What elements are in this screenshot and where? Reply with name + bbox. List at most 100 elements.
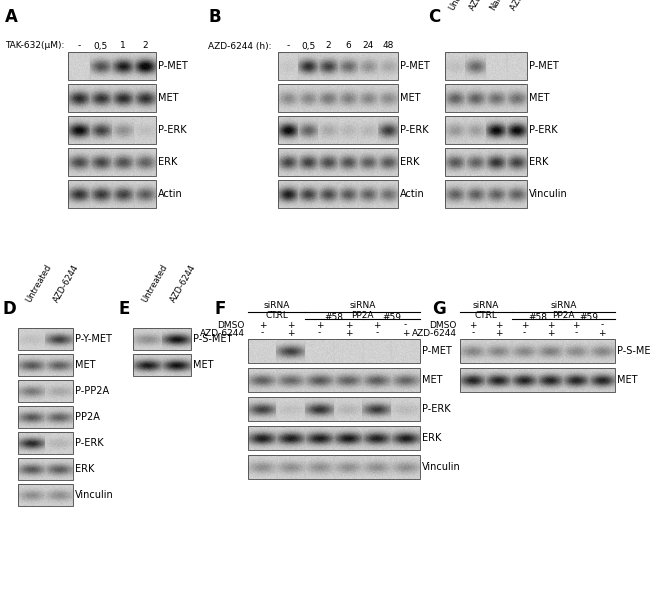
Text: -: - <box>484 313 488 322</box>
Bar <box>460 368 615 392</box>
Bar <box>278 52 398 80</box>
Bar <box>248 339 420 363</box>
Text: B: B <box>208 8 220 26</box>
Text: +: + <box>344 321 352 330</box>
Text: MET: MET <box>400 93 421 103</box>
Text: +: + <box>495 328 502 337</box>
Bar <box>18 484 73 506</box>
Text: ERK: ERK <box>75 464 94 474</box>
Text: TAK-632(μM):: TAK-632(μM): <box>5 42 64 51</box>
Text: +: + <box>547 328 554 337</box>
Text: +: + <box>547 321 554 330</box>
Bar <box>133 354 191 376</box>
Text: Untreated: Untreated <box>447 0 476 12</box>
Text: P-S-MET: P-S-MET <box>193 334 233 344</box>
Text: NaF: NaF <box>488 0 504 12</box>
Bar <box>248 426 420 450</box>
Text: P-ERK: P-ERK <box>529 125 558 135</box>
Text: AZD-6244: AZD-6244 <box>169 263 198 304</box>
Bar <box>18 380 73 402</box>
Text: F: F <box>215 300 226 318</box>
Bar <box>18 406 73 428</box>
Bar <box>278 148 398 176</box>
Text: +: + <box>373 321 381 330</box>
Bar <box>248 397 420 421</box>
Text: P-PP2A: P-PP2A <box>75 386 109 396</box>
Text: AZD-6244 (h):: AZD-6244 (h): <box>208 42 272 51</box>
Text: +: + <box>402 328 410 337</box>
Text: +: + <box>259 321 266 330</box>
Text: 0,5: 0,5 <box>301 42 315 51</box>
Bar <box>460 339 615 363</box>
Text: -: - <box>575 328 578 337</box>
Bar <box>278 180 398 208</box>
Bar <box>445 148 527 176</box>
Text: siRNA
CTRL: siRNA CTRL <box>473 301 499 321</box>
Bar <box>68 180 156 208</box>
Text: A: A <box>5 8 18 26</box>
Text: MET: MET <box>529 93 549 103</box>
Text: P-ERK: P-ERK <box>400 125 428 135</box>
Bar <box>68 148 156 176</box>
Text: P-MET: P-MET <box>529 61 559 71</box>
Text: -: - <box>77 42 81 51</box>
Bar <box>278 116 398 144</box>
Text: DMSO: DMSO <box>430 321 457 330</box>
Text: DMSO: DMSO <box>218 321 245 330</box>
Text: 2: 2 <box>325 42 331 51</box>
Text: MET: MET <box>422 375 443 385</box>
Text: Actin: Actin <box>400 189 424 199</box>
Text: Vinculin: Vinculin <box>422 462 461 472</box>
Bar <box>18 432 73 454</box>
Text: 48: 48 <box>382 42 394 51</box>
Bar <box>248 368 420 392</box>
Text: Vinculin: Vinculin <box>75 490 114 500</box>
Bar <box>133 328 191 350</box>
Text: -: - <box>601 321 604 330</box>
Text: -: - <box>404 321 408 330</box>
Text: +: + <box>521 321 528 330</box>
Text: -: - <box>287 42 290 51</box>
Bar <box>278 84 398 112</box>
Text: D: D <box>3 300 17 318</box>
Bar <box>68 52 156 80</box>
Text: 2: 2 <box>142 42 148 51</box>
Text: 0,5: 0,5 <box>94 42 108 51</box>
Bar <box>445 116 527 144</box>
Bar <box>68 84 156 112</box>
Text: P-Y-MET: P-Y-MET <box>75 334 112 344</box>
Text: MET: MET <box>193 360 213 370</box>
Bar <box>18 354 73 376</box>
Text: E: E <box>118 300 129 318</box>
Text: ERK: ERK <box>400 157 419 167</box>
Text: MET: MET <box>158 93 179 103</box>
Text: AZD-6244: AZD-6244 <box>51 263 81 304</box>
Text: PP2A: PP2A <box>75 412 100 422</box>
Text: -: - <box>471 328 474 337</box>
Bar <box>445 180 527 208</box>
Text: #58: #58 <box>528 313 547 322</box>
Text: siRNA
CTRL: siRNA CTRL <box>263 301 290 321</box>
Bar <box>68 116 156 144</box>
Text: #59: #59 <box>580 313 599 322</box>
Text: Untreated: Untreated <box>24 263 53 304</box>
Bar <box>248 455 420 479</box>
Bar <box>18 458 73 480</box>
Text: -: - <box>523 328 526 337</box>
Text: -: - <box>261 328 264 337</box>
Bar <box>445 52 527 80</box>
Text: AZD-6244: AZD-6244 <box>468 0 497 12</box>
Text: +: + <box>599 328 606 337</box>
Text: +: + <box>316 321 324 330</box>
Text: -: - <box>376 328 378 337</box>
Text: AZD-6244: AZD-6244 <box>200 328 245 337</box>
Text: MET: MET <box>617 375 638 385</box>
Text: ERK: ERK <box>158 157 177 167</box>
Text: P-ERK: P-ERK <box>75 438 103 448</box>
Text: 6: 6 <box>345 42 351 51</box>
Text: +: + <box>287 328 294 337</box>
Text: siRNA
PP2A: siRNA PP2A <box>350 301 376 321</box>
Text: P-ERK: P-ERK <box>158 125 187 135</box>
Text: P-S-MET: P-S-MET <box>617 346 650 356</box>
Text: Actin: Actin <box>158 189 183 199</box>
